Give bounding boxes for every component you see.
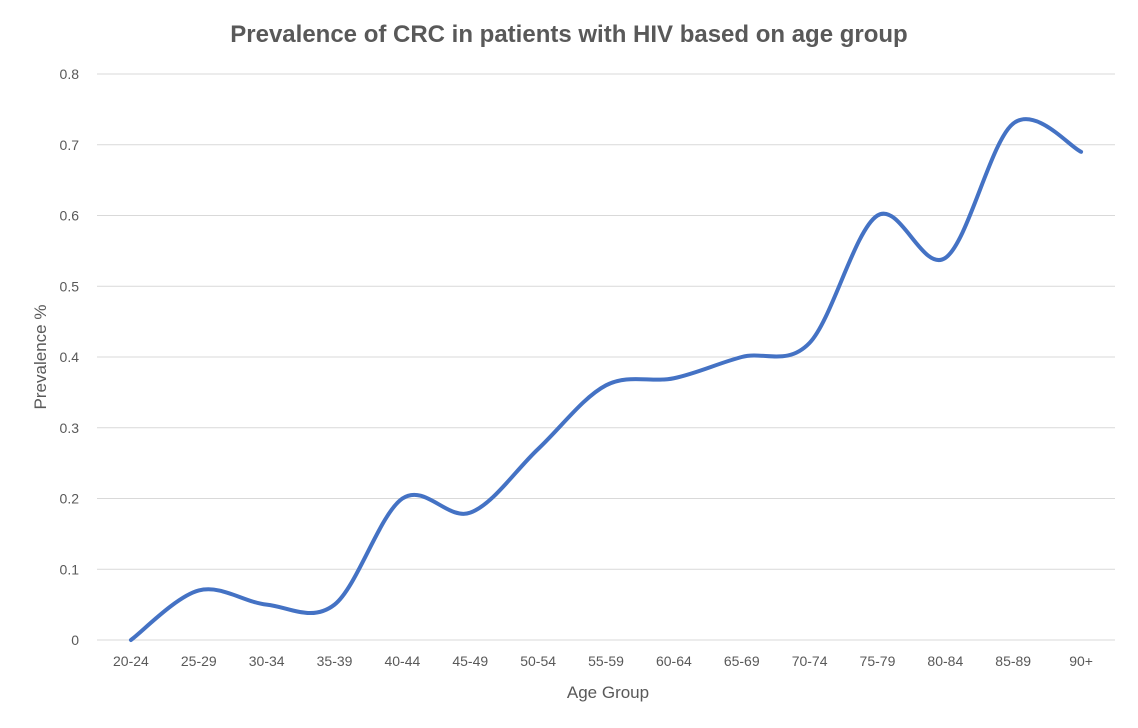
x-axis-ticks: 20-24 25-29 30-34 35-39 40-44 45-49 50-54 55-59… <box>113 653 1093 669</box>
x-tick-label: 65-69 <box>724 653 760 669</box>
x-tick-label: 55-59 <box>588 653 624 669</box>
y-axis-title: Prevalence % <box>31 305 50 410</box>
y-tick-label: 0.3 <box>60 420 80 436</box>
x-tick-label: 50-54 <box>520 653 556 669</box>
y-tick-label: 0.5 <box>60 278 80 294</box>
x-tick-label: 80-84 <box>927 653 963 669</box>
y-axis-ticks: 0 0.1 0.2 0.3 0.4 0.5 0.6 0.7 0.8 <box>60 66 80 648</box>
x-tick-label: 90+ <box>1069 653 1093 669</box>
x-tick-label: 45-49 <box>452 653 488 669</box>
x-tick-label: 40-44 <box>384 653 420 669</box>
x-tick-label: 25-29 <box>181 653 217 669</box>
x-tick-label: 70-74 <box>792 653 828 669</box>
x-tick-label: 35-39 <box>317 653 353 669</box>
y-tick-label: 0.7 <box>60 137 80 153</box>
y-tick-label: 0 <box>71 632 79 648</box>
x-tick-label: 85-89 <box>995 653 1031 669</box>
y-tick-label: 0.4 <box>60 349 80 365</box>
x-tick-label: 30-34 <box>249 653 285 669</box>
x-tick-label: 75-79 <box>860 653 896 669</box>
series-line <box>128 117 1084 642</box>
y-tick-label: 0.1 <box>60 561 80 577</box>
x-tick-label: 60-64 <box>656 653 692 669</box>
y-tick-label: 0.2 <box>60 491 80 507</box>
x-tick-label: 20-24 <box>113 653 149 669</box>
chart-title: Prevalence of CRC in patients with HIV b… <box>230 21 907 48</box>
gridlines <box>97 73 1115 641</box>
y-tick-label: 0.8 <box>60 66 80 82</box>
x-axis-title: Age Group <box>567 683 649 702</box>
y-tick-label: 0.6 <box>60 208 80 224</box>
series-layer <box>128 117 1084 642</box>
